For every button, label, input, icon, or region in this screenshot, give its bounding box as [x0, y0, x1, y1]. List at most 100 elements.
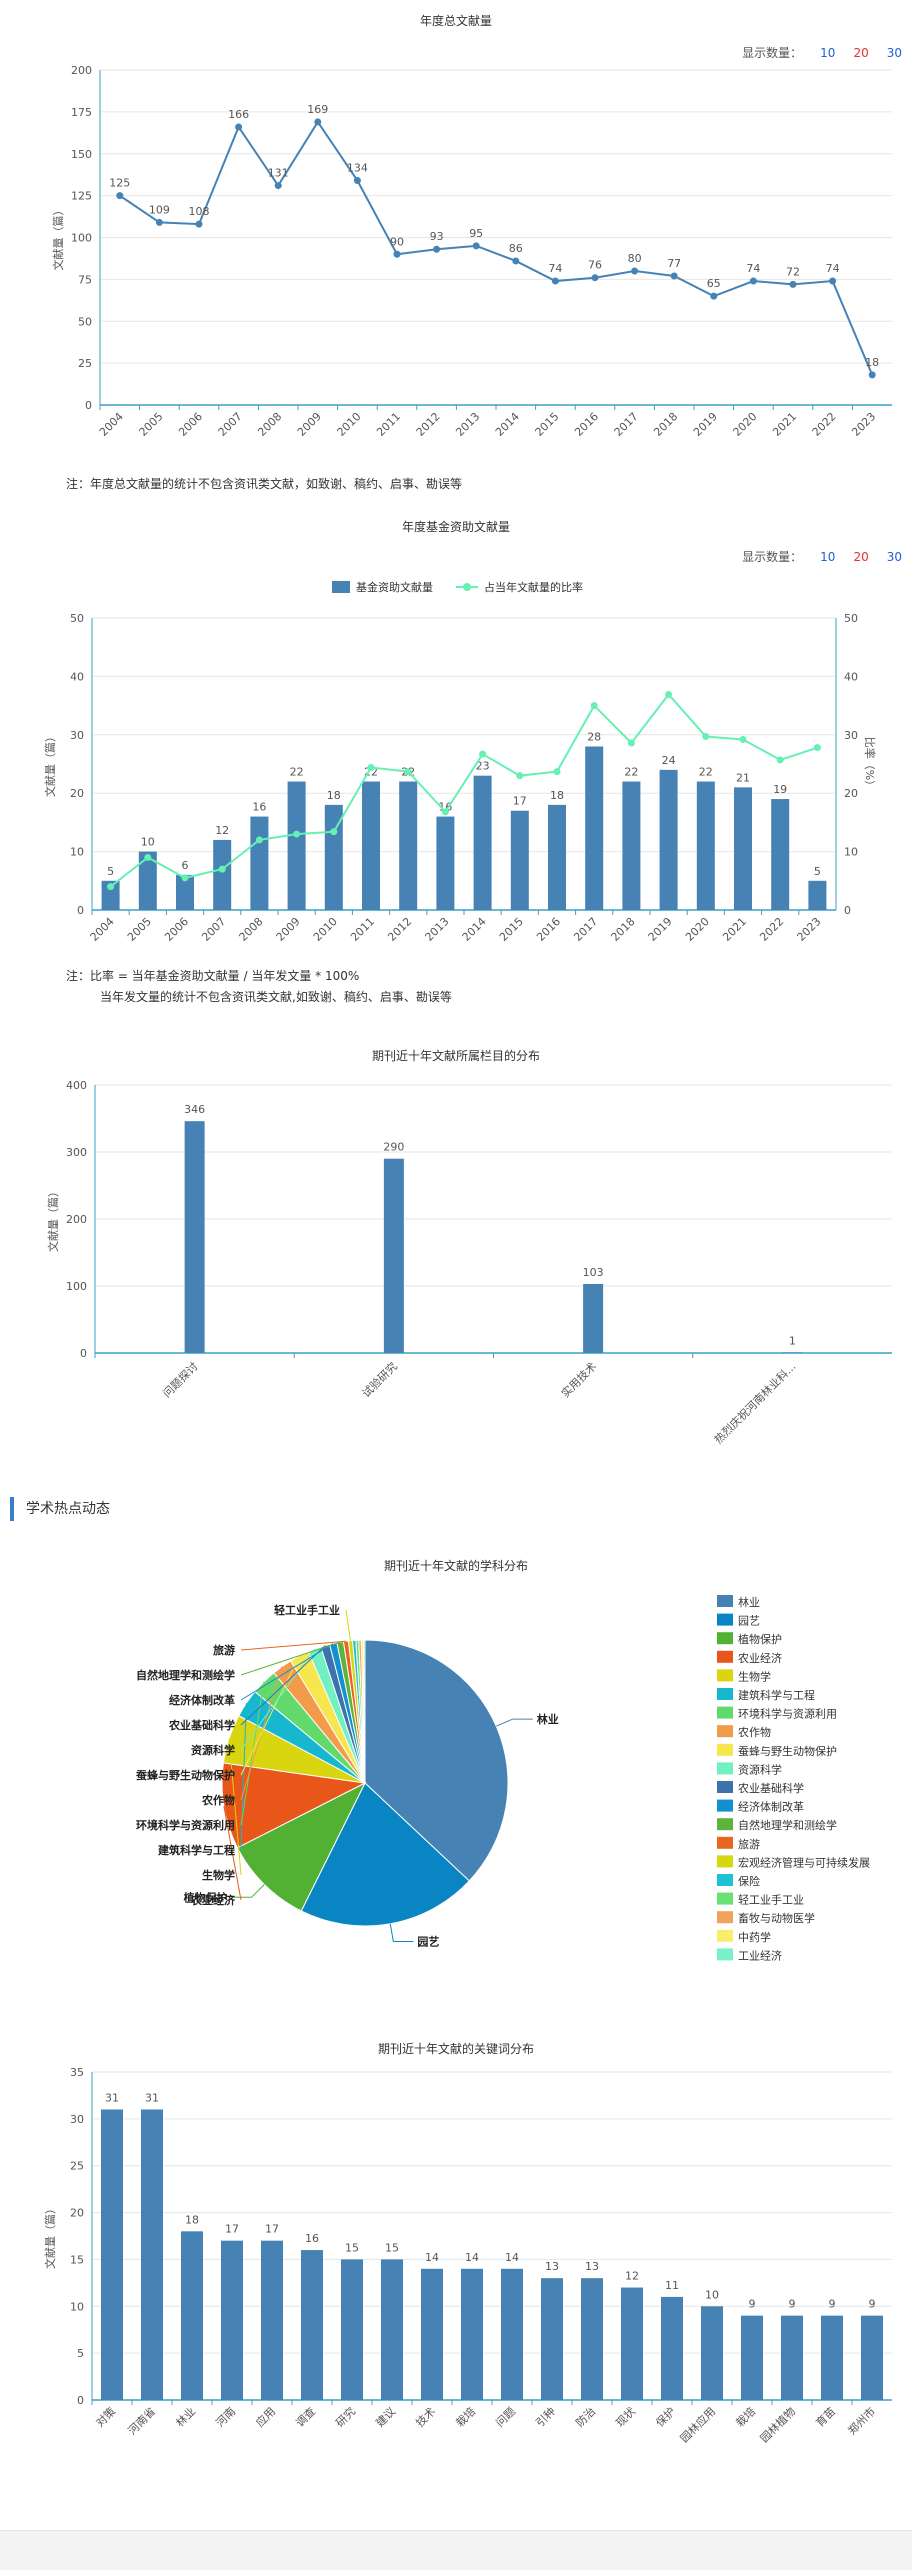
count-20-button[interactable]: 20	[853, 550, 869, 564]
chart2-note-line1: 注：比率 = 当年基金资助文献量 / 当年发文量 * 100%	[66, 969, 360, 983]
data-point	[274, 182, 282, 190]
x-tick-label: 技术	[413, 2405, 438, 2430]
data-label: 18	[865, 356, 879, 369]
pie-leader-line	[240, 1640, 346, 1651]
pie-label: 建筑科学与工程	[158, 1843, 235, 1857]
chart5-svg: 05101520253035文献量（篇）对策 河南省 林业 河南 应用 调查 研究 建议 技术栽…	[43, 2066, 892, 2445]
legend-label: 资源科学	[738, 1762, 782, 1776]
legend-bar-label: 基金资助文献量	[356, 580, 433, 594]
x-tick-label: 2004	[88, 915, 117, 944]
pie-leader-line	[389, 1923, 414, 1942]
x-tick-label: 2009	[274, 915, 303, 944]
x-tick-label: 园林植物	[757, 2404, 798, 2445]
bar	[461, 2268, 483, 2400]
bar	[622, 781, 641, 910]
count-10-button[interactable]: 10	[820, 550, 836, 564]
ratio-point	[255, 836, 263, 844]
y-axis-label: 文献量（篇）	[51, 205, 65, 271]
ratio-point	[218, 865, 226, 873]
data-label: 14	[465, 2251, 479, 2264]
data-label: 18	[550, 789, 564, 802]
pie-leader-line	[231, 1884, 265, 1898]
x-tick-label: 育苗	[813, 2404, 838, 2429]
x-tick-label: 2007	[216, 410, 245, 439]
y-tick-label: 400	[66, 1079, 87, 1092]
legend-swatch	[717, 1911, 733, 1924]
chart2-note: 注：比率 = 当年基金资助文献量 / 当年发文量 * 100% 当年发文量的统计…	[66, 966, 452, 1008]
y-tick-label: 30	[70, 2113, 84, 2126]
x-tick-label: 调查	[293, 2404, 318, 2429]
legend-label: 生物学	[738, 1669, 771, 1683]
pie-leader-line	[240, 1645, 326, 1726]
data-label: 10	[705, 2288, 719, 2301]
ratio-line	[109, 692, 818, 888]
count-30-button[interactable]: 30	[886, 46, 902, 60]
y-tick-label: 50	[78, 315, 92, 328]
legend-swatch	[717, 1595, 733, 1607]
x-tick-label: 2021	[720, 915, 749, 944]
count-label: 显示数量：	[742, 46, 803, 60]
count-10-button[interactable]: 10	[820, 46, 836, 60]
ratio-point	[144, 853, 152, 861]
x-tick-label: 2007	[199, 915, 228, 944]
y-tick-label: 5	[77, 2347, 84, 2360]
data-label: 65	[707, 277, 721, 290]
count-control-1: 显示数量： 10 20 30	[742, 44, 902, 61]
bar	[621, 2287, 643, 2400]
data-label: 1	[789, 1334, 796, 1347]
ratio-point	[665, 691, 673, 699]
x-tick-label: 防治	[573, 2404, 598, 2429]
bar	[771, 799, 790, 910]
y2-axis-label: 比率（%）	[863, 737, 877, 791]
pie-label: 农业基础科学	[168, 1718, 235, 1732]
count-30-button[interactable]: 30	[886, 550, 902, 564]
x-tick-label: 2023	[849, 410, 878, 439]
legend-swatch	[717, 1688, 733, 1700]
bar	[781, 2315, 803, 2400]
data-label: 22	[699, 766, 713, 779]
ratio-point	[441, 808, 449, 816]
bar	[734, 787, 752, 910]
data-point	[551, 277, 559, 285]
y-axis-label: 文献量（篇）	[43, 731, 57, 797]
bar	[583, 1283, 604, 1353]
x-tick-label: 2012	[385, 915, 414, 944]
data-label: 74	[548, 262, 562, 275]
legend-label: 畜牧与动物医学	[738, 1911, 815, 1925]
y-axis-label: 文献量（篇）	[46, 1186, 60, 1252]
chart1-title: 年度总文献量	[419, 14, 492, 28]
pie-slice	[362, 1639, 366, 1784]
x-tick-label: 林业	[173, 2404, 198, 2429]
ratio-point	[553, 768, 561, 776]
legend-label: 保险	[738, 1874, 760, 1888]
data-label: 31	[145, 2091, 159, 2104]
x-tick-label: 问题探讨	[160, 1360, 200, 1400]
bar	[548, 804, 566, 910]
legend-label: 园艺	[738, 1615, 760, 1628]
x-tick-label: 2010	[311, 915, 340, 944]
y-tick-label: 0	[85, 399, 92, 412]
data-label: 24	[662, 754, 676, 767]
bar	[181, 2231, 203, 2400]
legend-label: 农业基础科学	[738, 1781, 804, 1795]
data-label: 12	[215, 824, 229, 837]
ratio-point	[516, 772, 524, 780]
count-20-button[interactable]: 20	[853, 46, 869, 60]
bar	[213, 839, 232, 910]
x-tick-label: 2022	[810, 410, 839, 439]
data-label: 72	[786, 265, 800, 278]
data-label: 28	[587, 730, 601, 743]
x-tick-label: 2020	[683, 915, 712, 944]
legend-label: 农业经济	[738, 1651, 782, 1665]
x-tick-label: 建议	[373, 2404, 398, 2429]
bar	[821, 2315, 843, 2400]
chart1-note: 注：年度总文献量的统计不包含资讯类文献，如致谢、稿约、启事、勘误等	[66, 477, 463, 491]
bar	[141, 2109, 163, 2400]
data-point	[789, 280, 797, 288]
bar	[301, 2250, 323, 2400]
legend-label: 建筑科学与工程	[738, 1688, 815, 1702]
x-tick-label: 实用技术	[558, 1359, 599, 1400]
y-tick-label: 125	[71, 190, 92, 203]
data-label: 76	[588, 259, 602, 272]
bar	[581, 2278, 603, 2400]
